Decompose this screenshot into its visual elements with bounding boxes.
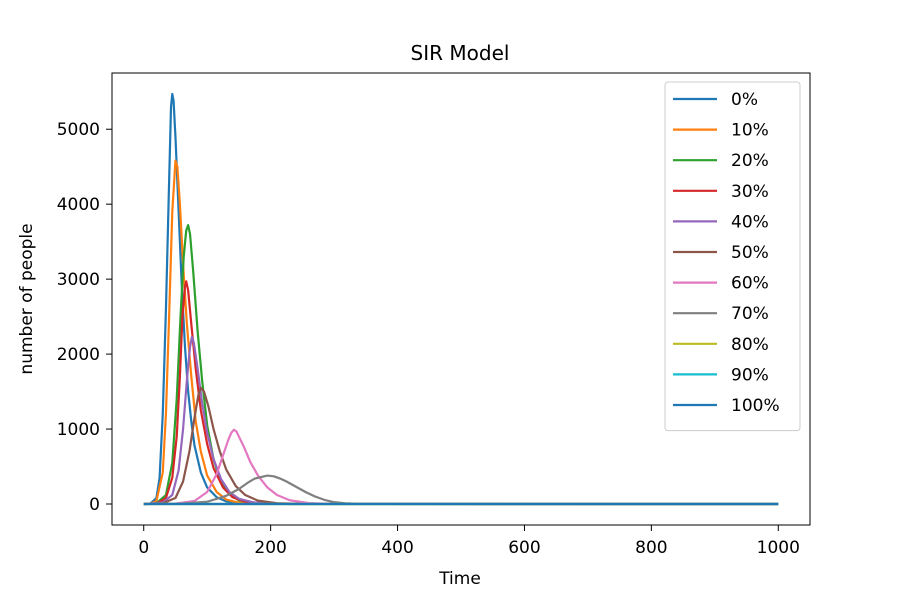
plot-lines <box>143 92 779 506</box>
x-tick-label: 0 <box>138 538 149 558</box>
series-line-30pct <box>143 280 779 506</box>
x-tick-label: 400 <box>381 538 413 558</box>
y-tick-label: 3000 <box>57 270 100 290</box>
legend-entry: 10% <box>731 121 769 141</box>
series-line-60pct <box>143 428 779 506</box>
chart-title: SIR Model <box>411 41 510 65</box>
series-line-50pct <box>143 386 779 506</box>
series-line-40pct <box>143 335 779 506</box>
legend: 0% 10% 20% 30% 40% 50% 60% 70% 80% 90% 100% <box>664 81 801 432</box>
legend-entry: 70% <box>731 304 769 324</box>
y-tick-label: 2000 <box>57 345 100 365</box>
x-tick-label: 800 <box>635 538 667 558</box>
x-tick-label: 200 <box>254 538 286 558</box>
legend-entry: 20% <box>731 151 769 171</box>
y-tick-label: 4000 <box>57 195 100 215</box>
x-axis: 0 200 400 600 800 1000 <box>138 525 800 558</box>
legend-entry: 60% <box>731 274 769 294</box>
y-tick-label: 0 <box>89 495 100 515</box>
x-axis-label: Time <box>438 569 481 589</box>
legend-entry: 40% <box>731 212 769 232</box>
legend-entry: 100% <box>731 396 780 416</box>
legend-entry: 80% <box>731 335 769 355</box>
plot-frame <box>111 72 811 526</box>
legend-entry: 0% <box>731 90 758 110</box>
legend-entry: 30% <box>731 182 769 202</box>
series-line-70pct <box>143 474 779 506</box>
y-axis-label: number of people <box>17 223 37 374</box>
y-tick-label: 1000 <box>57 420 100 440</box>
x-tick-label: 600 <box>508 538 540 558</box>
legend-entry: 50% <box>731 243 769 263</box>
x-tick-label: 1000 <box>757 538 800 558</box>
legend-entry: 90% <box>731 365 769 385</box>
y-axis: 0 1000 2000 3000 4000 5000 <box>57 120 112 515</box>
y-tick-label: 5000 <box>57 120 100 140</box>
